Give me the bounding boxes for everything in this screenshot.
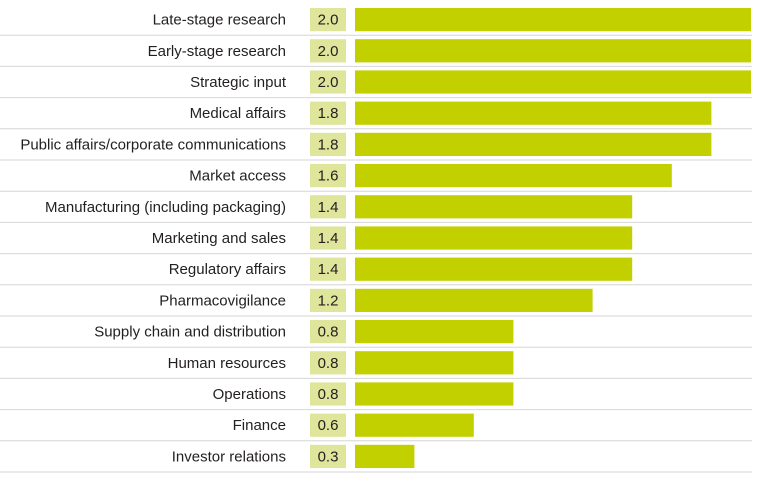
value-box xyxy=(310,444,346,468)
bar xyxy=(355,226,633,250)
category-label: Late-stage research xyxy=(153,12,286,29)
bar xyxy=(355,382,514,406)
category-label: Marketing and sales xyxy=(152,230,286,247)
bar xyxy=(355,132,712,156)
value-box xyxy=(310,351,346,375)
data-label: 1.6 xyxy=(318,168,339,185)
data-label: 2.0 xyxy=(318,12,339,29)
value-box xyxy=(310,382,346,406)
category-label: Investor relations xyxy=(172,448,286,465)
value-box xyxy=(310,257,346,281)
data-label: 0.3 xyxy=(318,448,339,465)
data-label: 0.8 xyxy=(318,355,339,372)
category-label: Supply chain and distribution xyxy=(94,324,286,341)
data-label: 1.4 xyxy=(318,199,339,216)
bar xyxy=(355,320,514,344)
value-box xyxy=(310,8,346,32)
category-label: Finance xyxy=(233,417,286,434)
category-label: Public affairs/corporate communications xyxy=(20,136,286,153)
data-label: 1.8 xyxy=(318,136,339,153)
data-label: 1.4 xyxy=(318,261,339,278)
data-label: 0.8 xyxy=(318,324,339,341)
category-label: Human resources xyxy=(168,355,286,372)
data-label: 2.0 xyxy=(318,43,339,60)
category-label: Pharmacovigilance xyxy=(159,292,286,309)
value-box xyxy=(310,132,346,156)
bar xyxy=(355,413,474,437)
bar xyxy=(355,288,593,312)
category-label: Manufacturing (including packaging) xyxy=(45,199,286,216)
bar xyxy=(355,101,712,125)
bar xyxy=(355,444,415,468)
bar xyxy=(355,70,751,94)
category-label: Market access xyxy=(189,168,286,185)
value-box xyxy=(310,288,346,312)
bar xyxy=(355,257,633,281)
data-label: 1.8 xyxy=(318,105,339,122)
data-label: 1.4 xyxy=(318,230,339,247)
data-label: 2.0 xyxy=(318,74,339,91)
category-label: Regulatory affairs xyxy=(169,261,286,278)
data-label: 1.2 xyxy=(318,292,339,309)
value-box xyxy=(310,39,346,63)
category-label: Early-stage research xyxy=(148,43,286,60)
category-label: Strategic input xyxy=(190,74,287,91)
value-box xyxy=(310,226,346,250)
value-box xyxy=(310,195,346,219)
value-box xyxy=(310,413,346,437)
category-label: Operations xyxy=(213,386,286,403)
value-box xyxy=(310,320,346,344)
bar xyxy=(355,164,672,188)
data-label: 0.8 xyxy=(318,386,339,403)
data-label: 0.6 xyxy=(318,417,339,434)
value-box xyxy=(310,70,346,94)
value-box xyxy=(310,164,346,188)
bar xyxy=(355,8,751,32)
bar xyxy=(355,39,751,63)
category-label: Medical affairs xyxy=(190,105,286,122)
bar xyxy=(355,351,514,375)
value-box xyxy=(310,101,346,125)
bar xyxy=(355,195,633,219)
